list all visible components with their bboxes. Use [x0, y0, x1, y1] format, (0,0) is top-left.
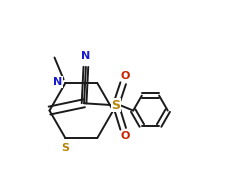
- Text: N: N: [53, 77, 62, 87]
- Text: N: N: [81, 51, 90, 61]
- Text: O: O: [120, 70, 130, 80]
- Text: O: O: [120, 132, 130, 142]
- Text: S: S: [62, 143, 70, 153]
- Text: S: S: [112, 99, 120, 112]
